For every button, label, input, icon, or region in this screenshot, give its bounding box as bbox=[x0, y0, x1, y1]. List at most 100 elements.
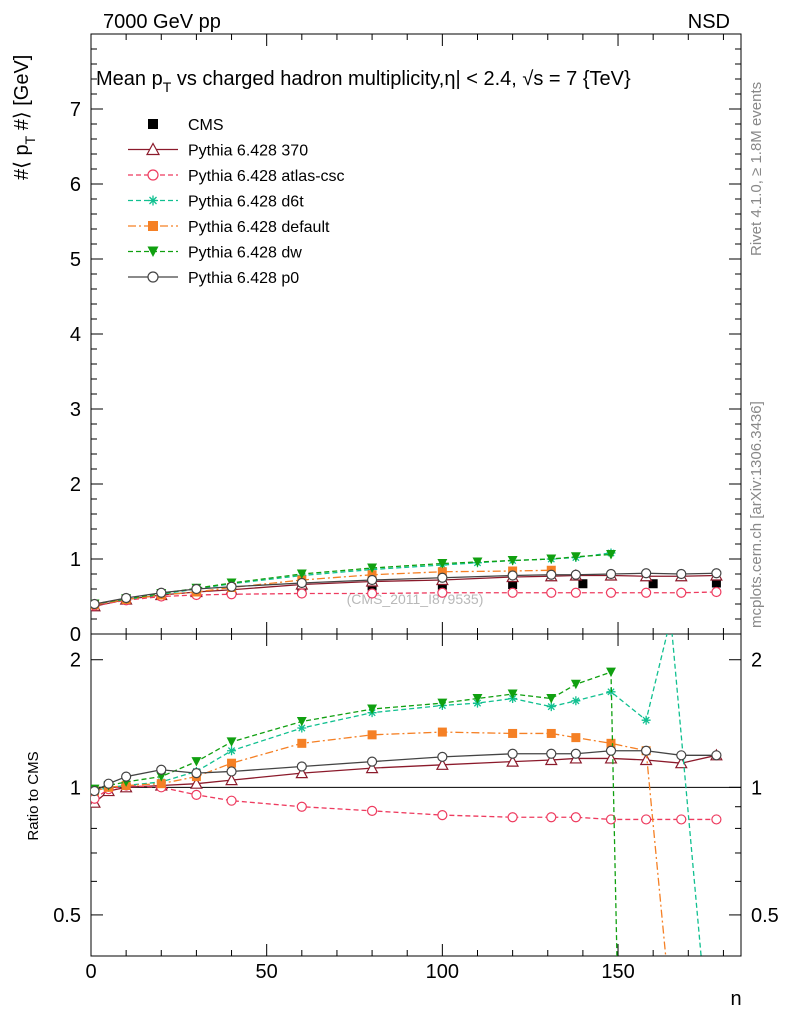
header-right: NSD bbox=[688, 11, 730, 33]
ratio-point-pythia-6-428-p0 bbox=[366, 756, 378, 767]
ratio-y-tick-label-left: 1 bbox=[70, 777, 81, 799]
ratio-point-pythia-6-428-p0 bbox=[437, 751, 448, 762]
legend-label: Pythia 6.428 p0 bbox=[188, 270, 299, 287]
ratio-point-pythia-6-428-d6t bbox=[297, 723, 307, 733]
ratio-point-pythia-6-428-dw bbox=[613, 1004, 623, 1013]
main-x-ticks bbox=[90, 34, 724, 634]
main-point-cms bbox=[578, 579, 588, 589]
main-point-pythia-6-428-p0 bbox=[605, 568, 617, 580]
ratio-point-pythia-6-428-atlas-csc bbox=[507, 812, 518, 823]
main-point-pythia-6-428-dw bbox=[367, 563, 378, 573]
legend-marker bbox=[148, 221, 158, 231]
legend-label: Pythia 6.428 atlas-csc bbox=[188, 168, 345, 185]
ratio-point-pythia-6-428-p0 bbox=[641, 745, 652, 756]
main-y-label: #⟨ pT #⟩ [GeV] bbox=[11, 55, 38, 180]
legend-label: Pythia 6.428 d6t bbox=[188, 194, 304, 211]
ratio-point-pythia-6-428-p0 bbox=[507, 748, 518, 759]
ratio-point-pythia-6-428-d6t bbox=[227, 746, 237, 756]
main-point-pythia-6-428-atlas-csc bbox=[507, 587, 518, 598]
ratio-point-pythia-6-428-p0 bbox=[605, 745, 617, 756]
ratio-point-pythia-6-428-atlas-csc bbox=[711, 814, 722, 825]
ratio-line-pythia-6-428-d6t bbox=[94, 634, 702, 956]
ratio-point-pythia-6-428-dw bbox=[156, 772, 167, 782]
ylabel-subscript: T bbox=[22, 135, 38, 144]
ratio-y-tick-label-left: 2 bbox=[70, 650, 81, 672]
ratio-point-pythia-6-428-370 bbox=[295, 766, 309, 779]
x-tick-label: 50 bbox=[256, 961, 278, 983]
main-point-pythia-6-428-atlas-csc bbox=[711, 586, 722, 598]
ratio-point-pythia-6-428-p0 bbox=[121, 771, 132, 782]
header-left: 7000 GeV pp bbox=[103, 11, 221, 33]
ratio-point-pythia-6-428-atlas-csc bbox=[676, 814, 687, 825]
ratio-point-pythia-6-428-p0 bbox=[570, 748, 581, 759]
legend-label: CMS bbox=[188, 117, 224, 134]
x-axis-label: n bbox=[730, 988, 741, 1010]
ratio-point-pythia-6-428-d6t bbox=[641, 715, 651, 725]
ratio-point-pythia-6-428-atlas-csc bbox=[641, 814, 652, 825]
main-point-pythia-6-428-p0 bbox=[676, 568, 687, 580]
main-point-pythia-6-428-dw bbox=[437, 559, 448, 569]
main-point-pythia-6-428-atlas-csc bbox=[437, 587, 448, 598]
ratio-point-pythia-6-428-370 bbox=[365, 761, 379, 774]
ratio-point-pythia-6-428-dw bbox=[546, 694, 557, 704]
ratio-point-pythia-6-428-p0 bbox=[103, 778, 114, 789]
ylabel-part-a: #⟨ p bbox=[11, 144, 33, 180]
main-y-tick-label: 6 bbox=[70, 174, 81, 196]
main-point-pythia-6-428-default bbox=[367, 570, 377, 580]
ratio-point-pythia-6-428-atlas-csc bbox=[437, 809, 448, 821]
ratio-point-pythia-6-428-p0 bbox=[296, 761, 307, 772]
ratio-point-pythia-6-428-dw bbox=[606, 667, 616, 678]
main-point-pythia-6-428-atlas-csc bbox=[641, 587, 652, 598]
ratio-point-pythia-6-428-dw bbox=[570, 679, 581, 690]
legend-marker bbox=[148, 119, 158, 129]
legend-label: Pythia 6.428 370 bbox=[188, 143, 308, 160]
ratio-point-pythia-6-428-default bbox=[297, 738, 307, 748]
title-part-c: η| < 2.4, √s = 7 {TeV} bbox=[444, 68, 631, 90]
main-y-ticks: 0 1 2 3 4 5 6 7 bbox=[70, 48, 741, 646]
main-point-pythia-6-428-atlas-csc bbox=[366, 588, 378, 599]
ratio-point-pythia-6-428-dw bbox=[437, 698, 448, 709]
main-y-tick-label: 2 bbox=[70, 474, 81, 496]
ratio-point-pythia-6-428-default bbox=[437, 727, 447, 737]
ratio-point-pythia-6-428-p0 bbox=[91, 785, 100, 797]
main-point-cms bbox=[711, 578, 721, 588]
main-line-pythia-6-428-default bbox=[94, 569, 552, 606]
main-panel: 0 1 2 3 4 5 6 7 (CMS_2011_I879535) CMS Pythia 6.… bbox=[11, 33, 742, 646]
ratio-point-pythia-6-428-370 bbox=[435, 758, 449, 770]
x-tick-label: 0 bbox=[85, 961, 96, 983]
ratio-line-pythia-6-428-dw bbox=[94, 671, 618, 956]
side-credit-top: Rivet 4.1.0, ≥ 1.8M events bbox=[748, 82, 765, 256]
ratio-y-tick-label-left: 0.5 bbox=[53, 905, 81, 927]
legend-label: Pythia 6.428 default bbox=[188, 219, 330, 236]
ylabel-part-b: #⟩ [GeV] bbox=[11, 55, 33, 136]
main-point-cms bbox=[437, 580, 447, 590]
x-tick-label: 100 bbox=[426, 961, 459, 983]
ratio-point-pythia-6-428-p0 bbox=[711, 750, 722, 761]
main-point-pythia-6-428-atlas-csc bbox=[546, 587, 557, 598]
ratio-point-pythia-6-428-dw bbox=[296, 716, 307, 727]
ratio-point-pythia-6-428-p0 bbox=[676, 750, 687, 761]
ratio-line-pythia-6-428-atlas-csc bbox=[94, 784, 717, 821]
ratio-point-pythia-6-428-p0 bbox=[546, 748, 557, 759]
ratio-y-tick-label-right: 0.5 bbox=[751, 905, 779, 927]
main-point-pythia-6-428-dw bbox=[472, 557, 483, 567]
main-point-pythia-6-428-dw bbox=[606, 550, 616, 560]
ratio-point-pythia-6-428-atlas-csc bbox=[296, 801, 307, 812]
ratio-point-pythia-6-428-dw bbox=[191, 757, 202, 767]
main-series bbox=[91, 548, 723, 612]
ratio-point-pythia-6-428-370 bbox=[506, 754, 520, 767]
ratio-point-pythia-6-428-atlas-csc bbox=[366, 805, 378, 816]
ratio-point-pythia-6-428-default bbox=[367, 730, 377, 740]
ratio-frame bbox=[90, 633, 742, 957]
watermark: (CMS_2011_I879535) bbox=[347, 591, 484, 607]
main-y-tick-label: 1 bbox=[70, 549, 81, 571]
ratio-y-ticks: 0.5 0.5 1 1 2 2 bbox=[53, 650, 779, 957]
ratio-point-pythia-6-428-d6t bbox=[546, 702, 556, 712]
main-point-pythia-6-428-atlas-csc bbox=[605, 587, 617, 598]
ratio-line-pythia-6-428-default bbox=[94, 731, 667, 956]
main-point-pythia-6-428-dw bbox=[546, 554, 557, 564]
ratio-y-tick-label-right: 2 bbox=[751, 650, 762, 672]
main-point-pythia-6-428-p0 bbox=[366, 574, 378, 586]
legend: CMS Pythia 6.428 370 Pythia 6.428 atlas-cs… bbox=[128, 117, 345, 287]
main-point-pythia-6-428-p0 bbox=[91, 598, 100, 610]
